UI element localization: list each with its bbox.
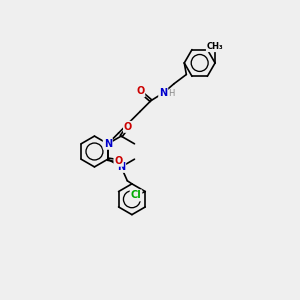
Text: Cl: Cl bbox=[130, 190, 141, 200]
Text: O: O bbox=[124, 122, 132, 132]
Text: N: N bbox=[117, 162, 125, 172]
Text: N: N bbox=[159, 88, 167, 98]
Text: O: O bbox=[115, 156, 123, 166]
Text: N: N bbox=[104, 139, 112, 149]
Text: H: H bbox=[168, 89, 174, 98]
Text: O: O bbox=[136, 86, 144, 96]
Text: CH₃: CH₃ bbox=[207, 42, 224, 51]
